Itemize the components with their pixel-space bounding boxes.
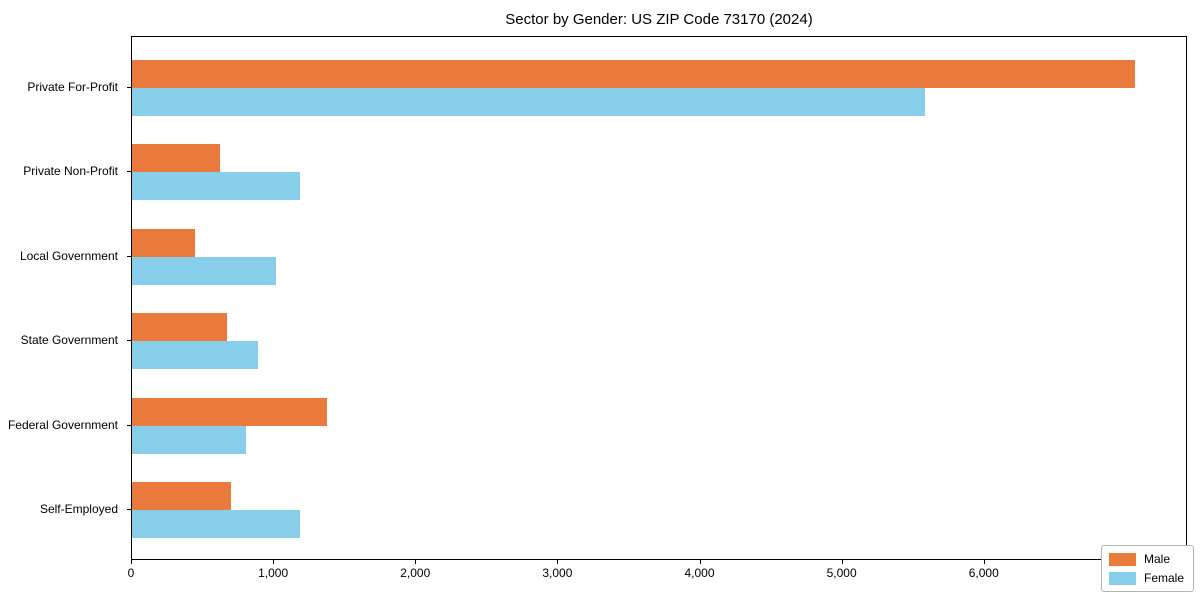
bar-female-1: [132, 88, 925, 116]
y-tick-label: Federal Government: [7, 417, 118, 432]
bar-female-3: [132, 256, 276, 285]
y-tick-label: Local Government: [19, 248, 118, 263]
x-tick-mark: [841, 560, 843, 564]
y-tick-label: State Government: [20, 333, 118, 348]
bar-female-6: [132, 510, 300, 538]
y-tick-mark: [127, 509, 131, 510]
y-tick-label: Private For-Profit: [27, 80, 118, 94]
legend-swatch-female: [1108, 571, 1136, 585]
legend-label: Male: [1143, 552, 1170, 566]
bar-male-3: [132, 228, 195, 257]
chart-title: Sector by Gender: US ZIP Code 73170 (202…: [505, 11, 813, 28]
bar-female-4: [132, 341, 258, 370]
x-tick-mark: [415, 560, 417, 564]
legend-swatch-male: [1108, 552, 1136, 566]
y-tick-mark: [127, 171, 131, 173]
bar-male-5: [132, 397, 327, 426]
x-tick-label: 6,000: [968, 566, 999, 580]
x-tick-label: 1,000: [258, 566, 289, 580]
x-tick-mark: [131, 560, 132, 564]
x-tick-mark: [273, 560, 275, 564]
x-tick-label: 0: [127, 566, 135, 580]
y-tick-mark: [127, 340, 131, 342]
bar-male-1: [132, 60, 1135, 88]
y-tick-mark: [127, 87, 131, 88]
legend-entry-female: Female: [1108, 571, 1184, 585]
x-tick-mark: [557, 560, 559, 564]
bar-male-2: [132, 144, 220, 173]
bar-female-2: [132, 172, 300, 201]
bar-male-6: [132, 482, 231, 510]
x-tick-mark: [699, 560, 701, 564]
plot-area: [131, 36, 1187, 560]
legend-entry-male: Male: [1108, 552, 1184, 566]
x-tick-label: 4,000: [684, 566, 715, 580]
bar-male-4: [132, 313, 227, 342]
legend-label: Female: [1143, 571, 1184, 585]
y-tick-label: Private Non-Profit: [23, 164, 118, 179]
x-tick-label: 2,000: [400, 566, 431, 580]
y-tick-label: Self-Employed: [39, 502, 118, 516]
bar-female-5: [132, 425, 246, 454]
y-tick-mark: [127, 255, 131, 257]
y-tick-mark: [127, 424, 131, 426]
x-tick-label: 3,000: [542, 566, 573, 580]
x-tick-label: 5,000: [826, 566, 857, 580]
legend: Male Female: [1100, 545, 1194, 592]
x-tick-mark: [983, 560, 985, 564]
